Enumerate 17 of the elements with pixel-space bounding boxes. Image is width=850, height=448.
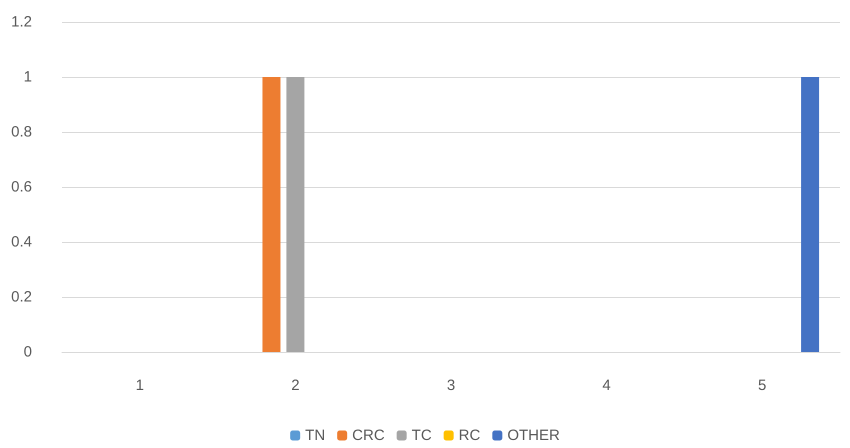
y-tick-label: 0.2 bbox=[11, 288, 32, 306]
x-tick-label: 5 bbox=[758, 377, 766, 394]
y-tick-label: 0.6 bbox=[11, 178, 32, 196]
y-tick-label: 1.2 bbox=[11, 14, 32, 30]
x-tick-label: 3 bbox=[446, 377, 456, 394]
y-tick-label: 1 bbox=[24, 68, 32, 86]
y-tick-label: 0 bbox=[24, 344, 32, 360]
legend-label: TC bbox=[412, 427, 432, 444]
y-tick-label: 0.8 bbox=[11, 124, 32, 140]
legend-label: OTHER bbox=[507, 427, 560, 444]
x-tick-label: 4 bbox=[602, 377, 611, 394]
legend-label: TN bbox=[305, 427, 326, 444]
y-tick-label: 0.4 bbox=[11, 234, 32, 250]
legend-label: CRC bbox=[352, 427, 385, 444]
legend-label: RC bbox=[458, 427, 480, 444]
x-tick-label: 2 bbox=[291, 377, 300, 394]
x-tick-label: 1 bbox=[136, 377, 144, 394]
